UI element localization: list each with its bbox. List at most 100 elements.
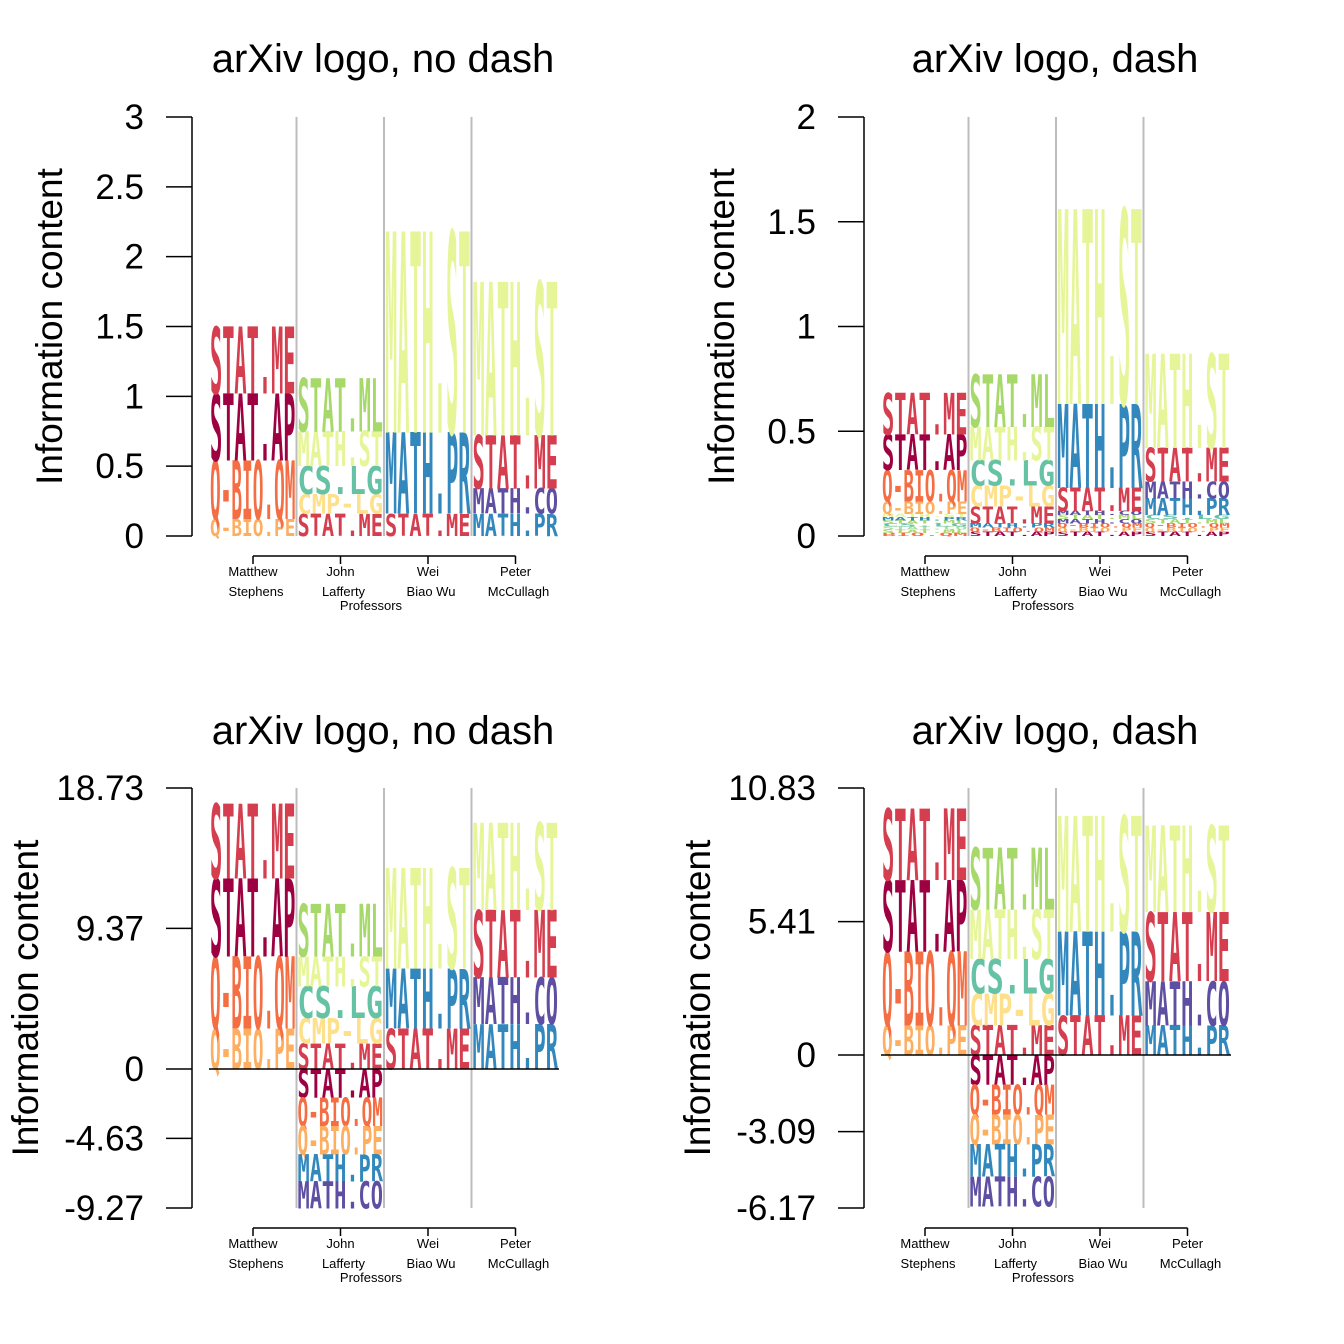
x-tick-label: Peter [1172, 564, 1204, 579]
y-tick-label: -6.17 [736, 1189, 816, 1228]
logo-glyph: MATH.PR [1145, 495, 1231, 522]
logo-glyph: MATH.PR [1145, 1017, 1231, 1065]
y-tick-label: -4.63 [64, 1119, 144, 1158]
logo-glyph: STAT.AP [882, 424, 967, 481]
y-tick-label: 9.37 [76, 909, 144, 948]
logo-glyph: MATH.ST [970, 419, 1055, 472]
logo-glyph: MATH.CO [1145, 969, 1230, 1040]
logo-glyph: STAT.AP [210, 375, 295, 483]
x-tick-label: Lafferty [994, 584, 1038, 599]
logo-glyph: STAT.ME [298, 1036, 383, 1078]
y-tick-label: 0 [797, 517, 816, 556]
x-tick-label: Stephens [229, 1256, 284, 1271]
logo-glyph: STAT.CO [882, 526, 968, 531]
logo-glyph: CMP-LG [970, 986, 1055, 1037]
logo-glyph: MATH.CO [970, 1168, 1055, 1216]
logo-glyph: MATH.ST [385, 843, 470, 1003]
logo-glyph: STAT.ME [970, 503, 1055, 530]
y-tick-label: 1 [797, 308, 816, 347]
logo-glyph: MATH.CO [298, 1175, 383, 1218]
logo-glyph: STAT.ML [882, 529, 968, 534]
x-tick-label: Peter [500, 1236, 532, 1251]
logo-glyph: Q-BIO.QM [210, 445, 295, 539]
logo-glyph: MATH.PR [298, 1148, 384, 1191]
logo-glyph: Q-BIO.PE [970, 1108, 1055, 1155]
logo-glyph: STAT.AP [210, 859, 295, 983]
logo-glyph: MATH.PR [473, 1011, 559, 1084]
x-tick-label: Wei [417, 564, 439, 579]
logo-glyph: Q-BIO.PE [1145, 527, 1231, 534]
logo-glyph: MATH.ST [385, 177, 471, 499]
x-tick-label: Matthew [900, 564, 950, 579]
logo-glyph: CS.LG [1145, 514, 1230, 521]
x-tick-label: John [326, 1236, 354, 1251]
logo-glyph: MATH.CO [473, 482, 558, 522]
logo-glyph: STAT.ME [1145, 440, 1230, 493]
logo-glyph: MATH.PR [385, 411, 471, 540]
logo-glyph: STAT.ME [385, 509, 470, 544]
y-tick-label: 0 [797, 1036, 816, 1075]
y-tick-label: 2 [797, 98, 816, 137]
y-axis-label: Information content [29, 167, 70, 484]
logo-glyph: STAT.ML [298, 891, 383, 974]
x-tick-label: Biao Wu [1079, 584, 1128, 599]
logo-glyph: STAT.ME [298, 509, 383, 544]
logo-glyph: MATH.ST [1145, 803, 1230, 941]
x-tick-label: Matthew [228, 564, 278, 579]
x-tick-label: Stephens [901, 584, 956, 599]
logo-glyph: STAT.ME [385, 1017, 470, 1082]
panel-title: arXiv logo, dash [912, 37, 1199, 81]
logo-panel-2: arXiv logo, dash 0 0.5 1 1.5 2 Information con… [701, 37, 1231, 613]
logo-glyph: MATH.PR [970, 522, 1056, 529]
y-axis-label: Information content [677, 839, 718, 1156]
logo-glyph: CS.LG [970, 455, 1055, 494]
logo-glyph: MATH.PR [1057, 910, 1143, 1044]
logo-glyph: CS.LG [298, 978, 383, 1029]
logo-glyph: STAT.ME [210, 784, 296, 903]
logo-glyph: STAT.ML [970, 362, 1055, 445]
logo-glyph: STAT.ME [1057, 482, 1142, 519]
logo-glyph: MATH.PR [385, 953, 471, 1049]
logo-glyph: MATH.ST [473, 241, 558, 486]
y-tick-label: 0 [125, 517, 144, 556]
logo-glyph: Q-BIO.QM [298, 1091, 383, 1136]
logo-glyph: MATH.CO [473, 966, 558, 1040]
y-tick-label: 18.73 [56, 769, 144, 808]
logo-panel-3: arXiv logo, no dash -9.27 -4.63 0 9.37 18.73 I… [5, 709, 559, 1285]
x-tick-label: McCullagh [488, 584, 549, 599]
panel-title: arXiv logo, no dash [212, 709, 554, 753]
logo-glyph: STAT.ML [1145, 518, 1231, 525]
logo-glyph: Q-BIO.QM [882, 932, 968, 1050]
x-tick-label: Biao Wu [1079, 1256, 1128, 1271]
logo-glyph: STAT.ME [1145, 894, 1230, 1005]
logo-glyph: STAT.ML [882, 520, 968, 525]
y-tick-label: 0 [125, 1050, 144, 1089]
logo-glyph: MATH.PR [882, 516, 968, 521]
x-axis-label: Professors [340, 598, 403, 613]
x-axis-label: Professors [1012, 598, 1075, 613]
logo-glyph: STAT.ML [1057, 514, 1143, 521]
x-tick-label: Stephens [901, 1256, 956, 1271]
logo-glyph: MATH.PR [1057, 382, 1143, 516]
logo-glyph: STAT.ML [970, 833, 1055, 931]
logo-glyph: Q-BIO.QM [882, 461, 967, 512]
logo-glyph: Q-BIO.PE [882, 499, 967, 519]
y-tick-label: 10.83 [728, 769, 816, 808]
x-tick-label: Lafferty [322, 584, 366, 599]
y-tick-label: 1 [125, 377, 144, 416]
logo-glyph: CS.LG [298, 459, 383, 503]
x-tick-label: Peter [1172, 1236, 1204, 1251]
panel-title: arXiv logo, no dash [212, 37, 554, 81]
logo-glyph: Q-BIO.PE [298, 1120, 383, 1165]
logo-glyph: STAT.AP [970, 531, 1056, 538]
logo-glyph: Q-BIO.QM [210, 937, 295, 1053]
x-tick-label: McCullagh [488, 1256, 549, 1271]
logo-glyph: MATH.PR [970, 1137, 1056, 1188]
x-tick-label: John [326, 564, 354, 579]
logo-glyph: MATH.ST [298, 422, 383, 478]
logo-glyph: MATH.ST [882, 513, 968, 518]
x-tick-label: Wei [1089, 564, 1111, 579]
logo-glyph: STAT.AP [298, 1062, 383, 1107]
y-axis-label: Information content [5, 839, 46, 1156]
